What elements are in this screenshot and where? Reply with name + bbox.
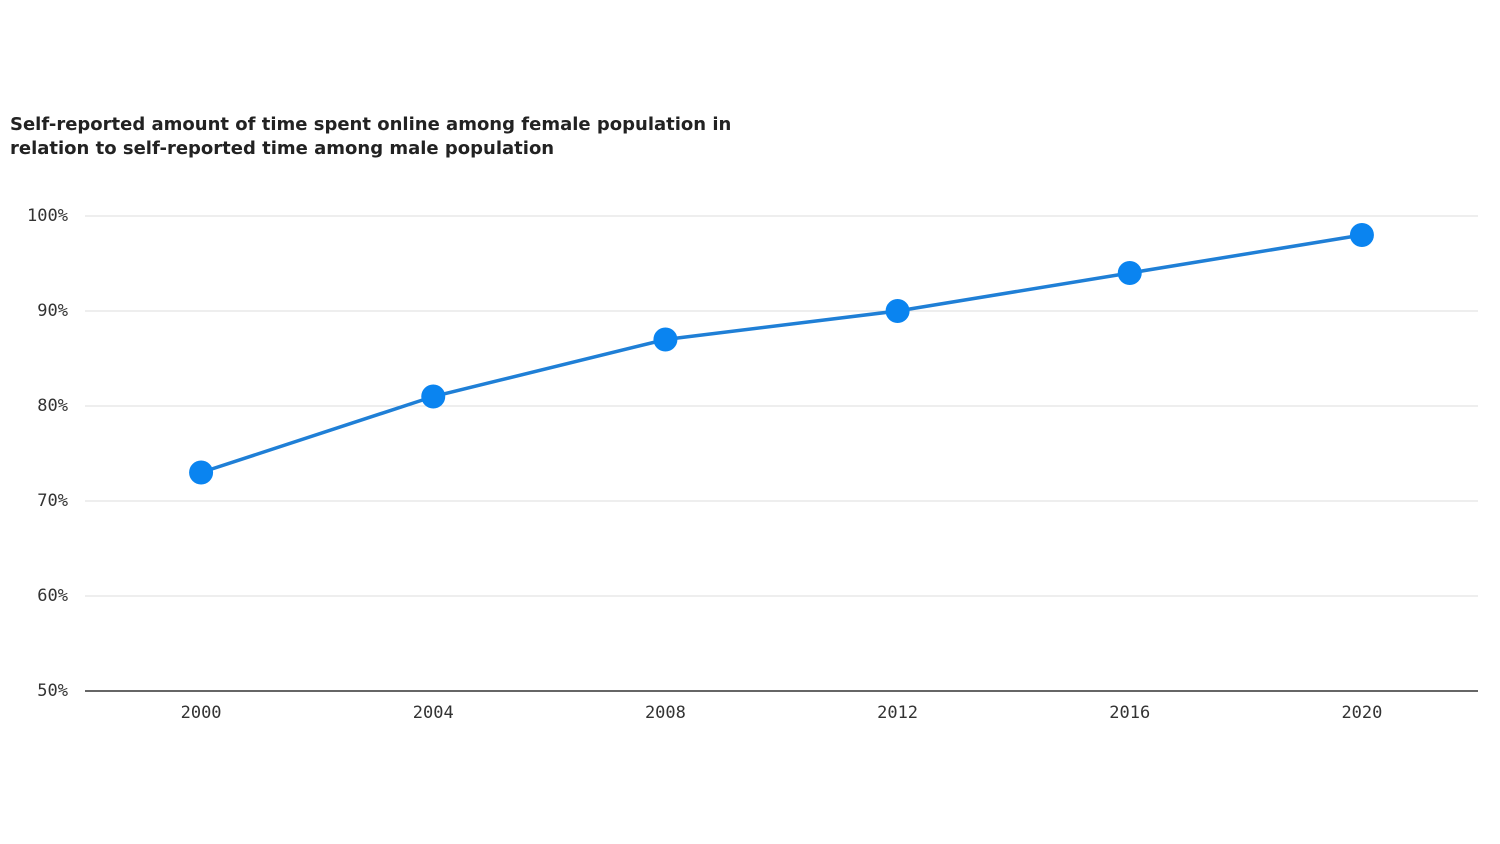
y-tick-label: 60%	[37, 586, 68, 606]
x-tick-label: 2016	[1109, 703, 1150, 723]
y-tick-label: 80%	[37, 396, 68, 416]
x-tick-label: 2008	[645, 703, 686, 723]
data-line	[200, 233, 1363, 475]
data-point	[653, 327, 678, 352]
data-point	[189, 460, 214, 485]
chart-title: Self-reported amount of time spent onlin…	[10, 114, 732, 159]
y-tick-label: 50%	[37, 681, 68, 701]
data-point	[421, 384, 446, 409]
data-point	[1349, 223, 1374, 247]
data-point	[1117, 261, 1142, 285]
x-tick-label: 2020	[1341, 703, 1382, 723]
y-tick-label: 90%	[37, 301, 68, 321]
x-tick-label: 2000	[181, 703, 222, 723]
x-tick-label: 2012	[877, 703, 918, 723]
y-tick-label: 70%	[37, 491, 68, 511]
x-tick-label: 2004	[413, 703, 454, 723]
y-tick-label: 100%	[27, 206, 68, 226]
data-point	[885, 299, 910, 323]
